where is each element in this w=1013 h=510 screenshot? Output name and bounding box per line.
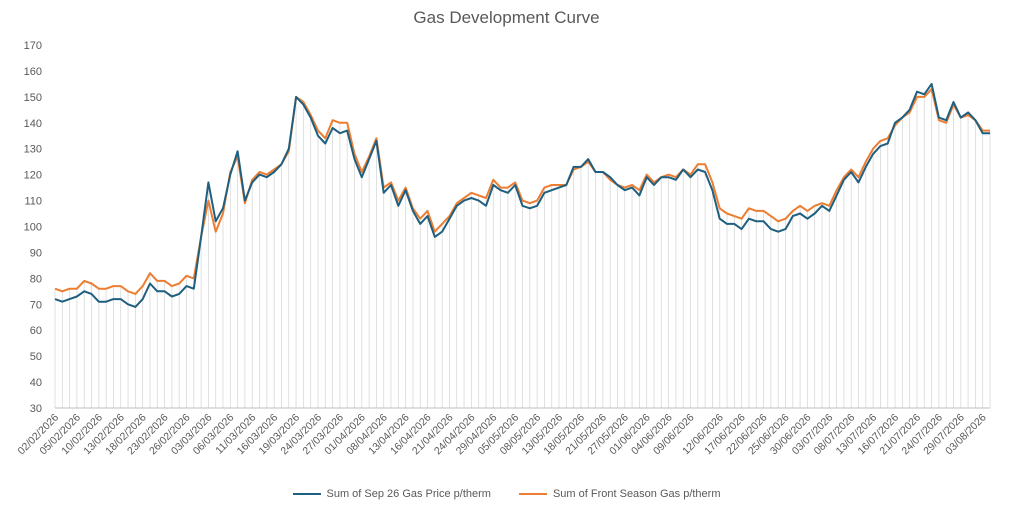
y-tick-label: 40 bbox=[30, 377, 42, 389]
y-tick-label: 120 bbox=[24, 170, 42, 182]
x-axis: 02/02/202605/02/202610/02/202613/02/2026… bbox=[15, 407, 990, 457]
legend: Sum of Sep 26 Gas Price p/therm Sum of F… bbox=[0, 488, 1013, 500]
y-tick-label: 60 bbox=[30, 325, 42, 337]
legend-item-sep26: Sum of Sep 26 Gas Price p/therm bbox=[292, 488, 491, 500]
y-tick-label: 70 bbox=[30, 299, 42, 311]
legend-label-sep26: Sum of Sep 26 Gas Price p/therm bbox=[326, 488, 491, 500]
legend-swatch-sep26 bbox=[292, 493, 321, 495]
y-tick-label: 110 bbox=[24, 196, 42, 208]
y-tick-label: 140 bbox=[24, 118, 42, 130]
legend-label-front-season: Sum of Front Season Gas p/therm bbox=[552, 488, 721, 500]
y-axis: 30 40 50 60 70 80 90 100 110 120 130 140 150 160 170 bbox=[24, 40, 42, 415]
y-tick-label: 130 bbox=[24, 144, 42, 156]
y-tick-label: 90 bbox=[30, 247, 42, 259]
legend-item-front-season: Sum of Front Season Gas p/therm bbox=[518, 488, 721, 500]
y-tick-label: 100 bbox=[24, 222, 42, 234]
legend-swatch-front-season bbox=[518, 493, 547, 495]
y-tick-label: 170 bbox=[24, 40, 42, 52]
series-line-sep26 bbox=[54, 82, 990, 308]
y-tick-label: 160 bbox=[24, 66, 42, 78]
y-tick-label: 80 bbox=[30, 273, 42, 285]
series-lines bbox=[54, 82, 990, 308]
series-line-front-season bbox=[54, 88, 990, 295]
chart-title: Gas Development Curve bbox=[413, 8, 600, 27]
y-tick-label: 150 bbox=[24, 92, 42, 104]
y-tick-label: 50 bbox=[30, 351, 42, 363]
y-tick-label: 30 bbox=[30, 403, 42, 415]
vertical-gridlines bbox=[54, 83, 991, 408]
